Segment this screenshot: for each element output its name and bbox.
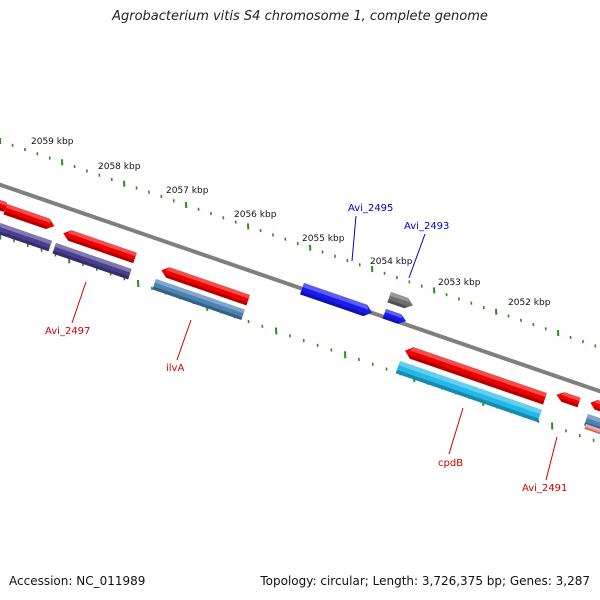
accession-text: Accession: NC_011989 <box>9 574 146 588</box>
ruler-label: 2055 kbp <box>302 234 345 244</box>
gene-label-cpdb[interactable]: cpdB <box>438 458 463 469</box>
gene-feature-red <box>590 399 600 414</box>
gene-feature-blue <box>300 283 373 317</box>
ruler-label: 2052 kbp <box>508 298 551 308</box>
gene-feature-red <box>161 267 250 306</box>
gene-label-avi-2495[interactable]: Avi_2495 <box>348 203 393 214</box>
gene-label-leader <box>176 319 192 361</box>
gene-label-avi-2497[interactable]: Avi_2497 <box>45 326 90 337</box>
gene-feature-red <box>63 230 137 264</box>
ruler-label: 2053 kbp <box>438 278 481 288</box>
gene-labels: Avi_2495 Avi_2493 Avi_2497 ilvA cpdB Avi_2491 <box>45 203 567 494</box>
ruler-label: 2056 kbp <box>234 210 277 220</box>
gene-label-leader <box>408 233 426 279</box>
gene-features <box>0 200 600 436</box>
gene-label-leader <box>545 436 558 481</box>
gene-label-avi-2491[interactable]: Avi_2491 <box>522 483 567 494</box>
gene-feature-red <box>405 347 547 405</box>
ruler-label: 2059 kbp <box>31 137 74 147</box>
gene-feature-red <box>556 392 581 408</box>
gene-label-ilva[interactable]: ilvA <box>166 363 184 374</box>
gene-feature-cyan <box>395 361 542 423</box>
gene-label-leader <box>351 215 357 262</box>
gene-feature-blue <box>382 309 407 324</box>
gene-label-avi-2493[interactable]: Avi_2493 <box>404 221 449 232</box>
genome-summary: Topology: circular; Length: 3,726,375 bp… <box>260 574 590 588</box>
gene-feature-red <box>3 204 55 230</box>
gene-label-leader <box>71 281 87 324</box>
ruler-label: 2058 kbp <box>98 162 141 172</box>
gene-feature-navy <box>52 243 132 280</box>
gene-feature-steel <box>152 279 245 321</box>
gene-feature-red <box>0 200 8 212</box>
map-title: Agrobacterium vitis S4 chromosome 1, com… <box>112 9 488 24</box>
gene-feature-gray <box>387 292 413 309</box>
gene-feature-navy <box>0 223 53 252</box>
ruler-label: 2054 kbp <box>370 257 413 267</box>
gene-label-leader <box>448 407 464 455</box>
ruler-labels: 2059 kbp 2058 kbp 2057 kbp 2056 kbp 2055 kbp… <box>31 137 551 308</box>
genome-backbone <box>0 182 600 394</box>
ruler-label: 2057 kbp <box>166 186 209 196</box>
outer-ruler-ticks <box>0 137 597 348</box>
